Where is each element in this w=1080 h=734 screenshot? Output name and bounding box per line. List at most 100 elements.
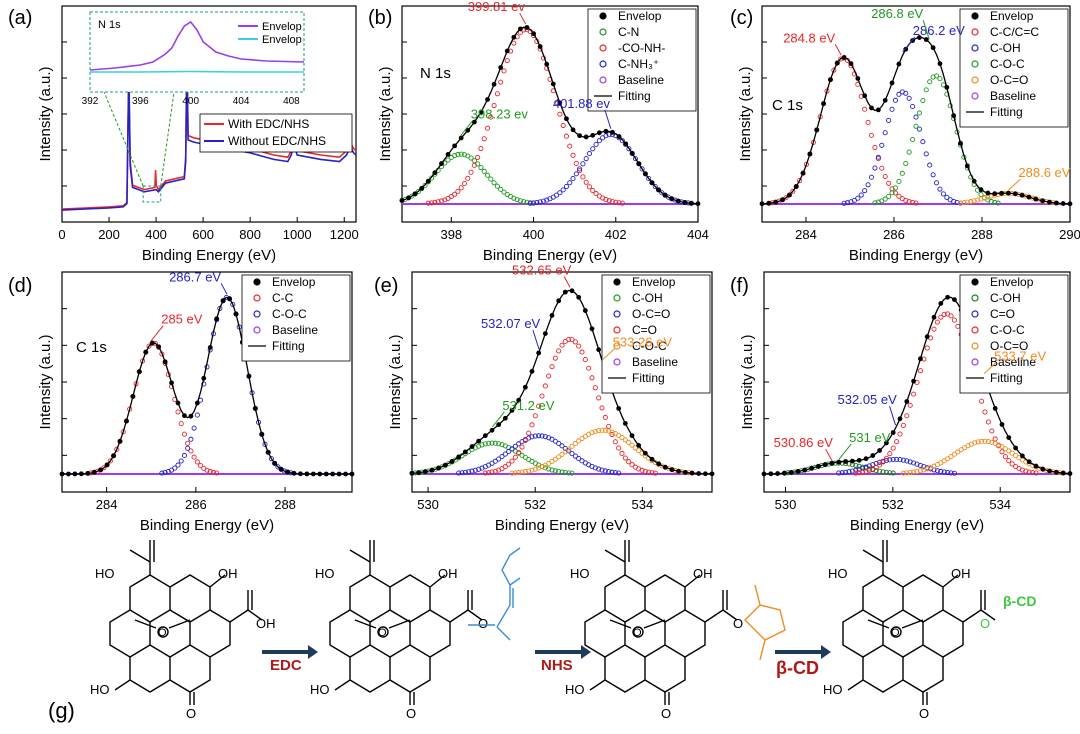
label-epoxy-o-1: O bbox=[158, 627, 167, 639]
peak-point bbox=[499, 454, 505, 460]
envelope-point bbox=[917, 35, 922, 40]
peak-point bbox=[562, 445, 568, 451]
peak-point bbox=[616, 470, 622, 476]
envelope-point bbox=[802, 467, 808, 473]
peak-point bbox=[913, 114, 919, 120]
envelope-point bbox=[1060, 470, 1066, 476]
peak-point bbox=[907, 459, 913, 465]
peak-point bbox=[896, 178, 902, 185]
peak-point bbox=[556, 468, 562, 475]
envelope-point bbox=[298, 471, 303, 477]
x-tick-label-a-0: 0 bbox=[58, 227, 65, 242]
peak-point bbox=[590, 187, 596, 194]
envelope-point bbox=[1033, 463, 1039, 469]
legend-entry-f-0: Envelop bbox=[990, 275, 1034, 289]
arrow-edc-label: EDC bbox=[270, 657, 302, 674]
envelope-point bbox=[425, 178, 431, 184]
envelope-point bbox=[971, 178, 977, 184]
peak-point bbox=[191, 454, 197, 460]
legend-swatch bbox=[971, 294, 979, 302]
label-o-3: O bbox=[661, 706, 671, 721]
peak-point bbox=[556, 440, 562, 446]
peak-point bbox=[985, 419, 991, 425]
envelope-point bbox=[821, 101, 826, 107]
annotation-f-2: 532.05 eV bbox=[838, 392, 898, 407]
x-tick-label-a-4: 800 bbox=[239, 227, 261, 242]
peak-point bbox=[923, 151, 929, 157]
envelope-point bbox=[992, 191, 998, 197]
annotation-arrow-c-1 bbox=[902, 36, 916, 53]
envelope-point bbox=[1013, 445, 1018, 451]
y-axis-label-d: Intensity (a.u.) bbox=[37, 334, 54, 429]
peak-point bbox=[938, 468, 944, 475]
peak-point bbox=[435, 199, 441, 205]
peak-point bbox=[606, 423, 612, 429]
peak-point bbox=[445, 157, 451, 163]
peak-point bbox=[907, 470, 913, 476]
envelope-point bbox=[828, 77, 833, 83]
peak-point bbox=[951, 451, 957, 457]
envelope-point bbox=[629, 433, 635, 439]
envelope-point bbox=[709, 471, 715, 477]
envelope-point bbox=[536, 350, 542, 356]
envelope-point bbox=[220, 298, 226, 303]
peak-point bbox=[933, 180, 940, 186]
peak-point bbox=[845, 200, 851, 206]
envelope-point bbox=[788, 470, 794, 475]
envelope-point bbox=[759, 201, 765, 207]
peak-series-e-1 bbox=[456, 433, 622, 476]
envelope-point bbox=[130, 394, 136, 399]
inset-x-tick-3: 404 bbox=[233, 96, 250, 107]
envelope-point bbox=[682, 200, 688, 205]
envelope-point bbox=[923, 37, 929, 42]
envelope-point bbox=[524, 25, 530, 30]
peak-point bbox=[930, 74, 936, 80]
peak-point bbox=[988, 198, 994, 205]
x-axis-label-c: Binding Energy (eV) bbox=[849, 247, 983, 264]
peak-point bbox=[532, 466, 538, 472]
peak-point bbox=[999, 449, 1005, 455]
peak-point bbox=[181, 431, 187, 437]
envelope-point bbox=[188, 413, 194, 419]
peak-point bbox=[860, 469, 866, 475]
peak-point bbox=[875, 154, 881, 160]
x-tick-label-e-0: 530 bbox=[417, 497, 439, 512]
envelope-point bbox=[214, 316, 220, 322]
legend-c: Envelop C-C/C=C C-OH C-O-C O-C=O Baseline Fitt… bbox=[959, 8, 1069, 128]
peak-point bbox=[494, 183, 500, 189]
legend-entry-f-3: C-O-C bbox=[990, 323, 1025, 337]
peak-point bbox=[906, 199, 912, 205]
peak-point bbox=[560, 187, 566, 193]
peak-point bbox=[855, 195, 861, 201]
peak-point bbox=[422, 182, 428, 188]
envelope-point bbox=[412, 191, 418, 197]
envelope-point bbox=[829, 460, 835, 466]
core-level-label-d: C 1s bbox=[76, 339, 107, 356]
legend-entry-c-2: C-OH bbox=[990, 41, 1021, 55]
legend-swatch bbox=[971, 358, 979, 366]
peak-point bbox=[489, 440, 495, 446]
peak-point bbox=[629, 442, 635, 448]
peak-point bbox=[569, 470, 575, 476]
peak-point bbox=[1006, 448, 1012, 454]
legend-entry-f-5: Baseline bbox=[990, 355, 1036, 369]
peak-point bbox=[619, 200, 625, 206]
peak-point bbox=[900, 422, 906, 428]
peak-point bbox=[877, 468, 883, 474]
peak-point bbox=[559, 342, 565, 348]
peak-point bbox=[1023, 468, 1029, 474]
envelope-point bbox=[669, 196, 675, 202]
fitting-line bbox=[401, 26, 699, 205]
peak-point bbox=[971, 198, 977, 204]
peak-point bbox=[502, 451, 508, 457]
peak-point bbox=[207, 469, 213, 475]
envelope-point bbox=[66, 471, 71, 477]
peak-point bbox=[599, 405, 605, 411]
peak-point bbox=[569, 443, 575, 449]
beta-cd-label: β-CD bbox=[1003, 593, 1036, 609]
peak-point bbox=[803, 161, 810, 167]
peak-point bbox=[572, 441, 578, 447]
panel-label-g: (g) bbox=[48, 698, 75, 723]
envelope-point bbox=[556, 298, 562, 304]
